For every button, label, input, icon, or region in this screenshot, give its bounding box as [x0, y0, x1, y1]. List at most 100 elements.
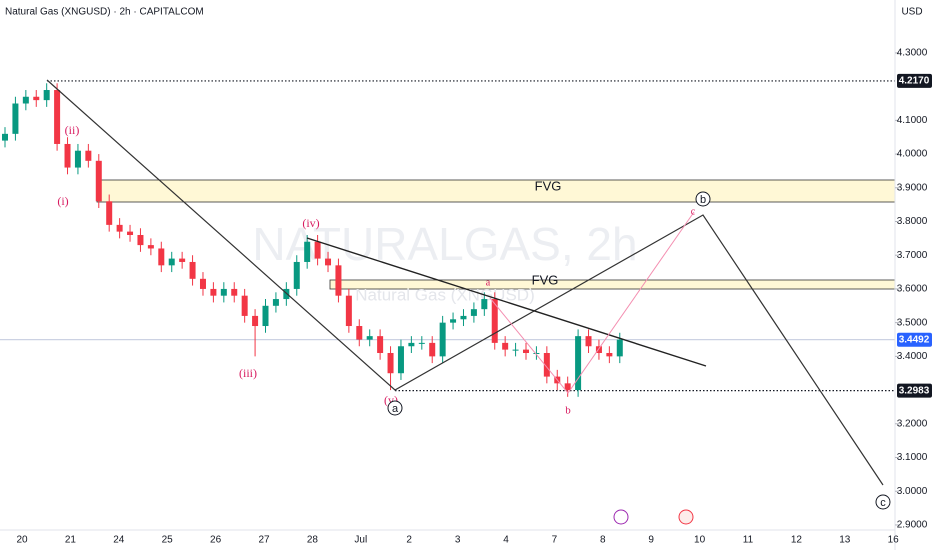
- wave-label: (iv): [302, 216, 319, 230]
- candle-body: [377, 336, 384, 353]
- candle-body: [397, 346, 404, 374]
- candle-body: [179, 258, 186, 262]
- wave-label: (ii): [65, 123, 80, 137]
- event-icon[interactable]: [613, 509, 629, 525]
- trend-line: [306, 237, 707, 367]
- plot: [0, 80, 895, 397]
- candle-body: [502, 342, 509, 350]
- candle-body: [210, 288, 217, 296]
- candle-body: [606, 352, 613, 357]
- fvg-label: FVG: [535, 178, 562, 193]
- y-tick-label: 3.2000: [897, 418, 928, 429]
- candle-body: [116, 224, 123, 232]
- wave-label: c: [691, 206, 696, 217]
- candle-body: [491, 299, 498, 343]
- x-tick-label: 11: [743, 535, 754, 546]
- y-tick-label: 2.9000: [897, 520, 928, 531]
- candle-body: [616, 339, 623, 357]
- wave-label: (iii): [239, 366, 257, 380]
- candle-body: [335, 265, 342, 296]
- x-tick-label: 26: [210, 535, 222, 546]
- candle-body: [418, 342, 425, 344]
- x-tick-label: 3: [455, 535, 461, 546]
- x-tick-label: 13: [839, 535, 851, 546]
- candle-body: [481, 299, 488, 310]
- wave-line: [46, 79, 884, 486]
- x-tick-label: 9: [648, 535, 654, 546]
- price-label-box: [897, 73, 932, 88]
- candle-body: [575, 336, 582, 391]
- wave-label: b: [700, 194, 706, 206]
- price-label: 3.2983: [899, 385, 930, 396]
- price-label: 3.4492: [899, 334, 930, 345]
- y-tick-label: 3.7000: [897, 250, 928, 261]
- x-tick-label: 25: [162, 535, 174, 546]
- candle-body: [356, 326, 363, 340]
- y-tick-label: 4.3000: [897, 48, 928, 59]
- circle-marker: [695, 191, 711, 207]
- candle-body: [12, 103, 19, 134]
- candle-body: [199, 278, 206, 289]
- candle-body: [470, 309, 477, 316]
- sub-wave-line: [489, 211, 695, 394]
- x-tick-label: 7: [552, 535, 558, 546]
- fvg-zone: [96, 179, 896, 203]
- wave-label: a: [486, 277, 491, 288]
- candle-body: [387, 352, 394, 374]
- candle-body: [439, 322, 446, 357]
- candle-body: [366, 336, 373, 340]
- candle-body: [95, 160, 102, 202]
- candle-body: [595, 346, 602, 353]
- candle-body: [450, 319, 457, 323]
- candle-body: [252, 315, 259, 327]
- drawings: NATURALGAS, 2h Natural Gas (XNGUSD): [96, 179, 896, 304]
- x-tick-label: 10: [694, 535, 706, 546]
- y-tick-label: 3.5000: [897, 317, 928, 328]
- candle-body: [564, 383, 571, 391]
- y-tick-label: 3.9000: [897, 182, 928, 193]
- candle-body: [345, 295, 352, 327]
- candle-body: [325, 258, 332, 266]
- candle-body: [43, 90, 50, 101]
- candle-body: [137, 234, 144, 246]
- x-tick-label: 2: [406, 535, 412, 546]
- candle-body: [64, 143, 71, 168]
- price-label-box: [897, 332, 932, 347]
- y-tick-label: 3.8000: [897, 216, 928, 227]
- candle-body: [460, 315, 467, 320]
- candle-body: [33, 96, 40, 101]
- candle-body: [512, 349, 519, 351]
- candle-body: [585, 336, 592, 347]
- price-label-box: [897, 383, 932, 398]
- currency: USD: [901, 7, 922, 18]
- wave-label: (i): [57, 194, 68, 208]
- candle-body: [168, 258, 175, 266]
- wave-label: b: [565, 405, 571, 417]
- y-tick-label: 3.6000: [897, 284, 928, 295]
- candle-body: [429, 342, 436, 357]
- candle-body: [220, 288, 227, 296]
- candle-body: [106, 201, 113, 225]
- candle-body: [74, 150, 81, 168]
- candle-body: [231, 288, 238, 296]
- circle-marker: [875, 494, 891, 510]
- candle-body: [85, 150, 92, 161]
- candle-body: [2, 133, 8, 141]
- event-icon[interactable]: [678, 509, 694, 525]
- y-tick-label: 3.0000: [897, 486, 928, 497]
- candle-body: [408, 342, 415, 347]
- x-tick-label: 20: [16, 535, 28, 546]
- y-tick-label: 4.0000: [897, 149, 928, 160]
- candle-body: [304, 241, 311, 262]
- candle-body: [22, 96, 29, 104]
- watermark-name: Natural Gas (XNGUSD): [355, 285, 534, 304]
- fvg-label: FVG: [532, 272, 559, 287]
- x-tick-label: 24: [113, 535, 125, 546]
- candle-body: [158, 248, 165, 266]
- candle-body: [272, 299, 279, 306]
- x-tick-label: Jul: [354, 535, 367, 546]
- candle-body: [262, 305, 269, 327]
- y-tick-label: 4.1000: [897, 115, 928, 126]
- chart-title: Natural Gas (XNGUSD) · 2h · CAPITALCOM: [5, 7, 204, 18]
- candle-body: [54, 90, 61, 144]
